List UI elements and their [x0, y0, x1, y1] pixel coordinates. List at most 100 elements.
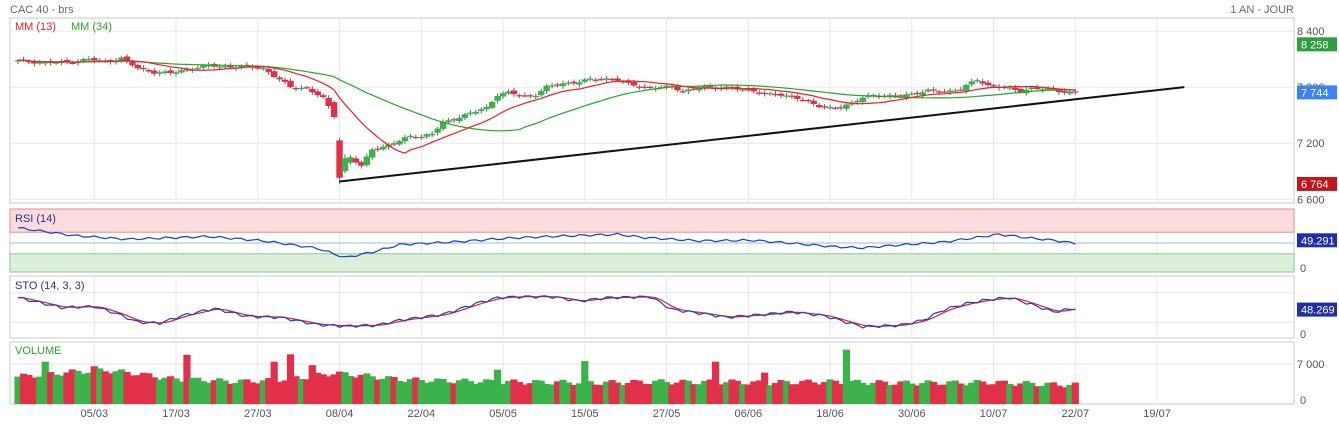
volume-title: VOLUME — [15, 345, 61, 357]
support-trendline — [339, 86, 1185, 183]
volume-bar — [706, 379, 714, 404]
rsi-title: RSI (14) — [15, 213, 56, 225]
volume-bar — [483, 379, 491, 404]
volume-bar — [701, 380, 709, 404]
volume-bar — [374, 379, 382, 404]
volume-bar — [395, 380, 404, 404]
candle-body — [679, 91, 687, 93]
candle-body — [625, 81, 632, 83]
x-tick-label: 27/05 — [653, 408, 681, 420]
volume-bar — [150, 377, 158, 404]
candle-body — [14, 60, 22, 62]
panel-frame-price — [9, 17, 1295, 204]
x-tick-label: 08/04 — [326, 408, 354, 420]
candle-body — [401, 137, 409, 142]
volume-bar — [434, 378, 442, 404]
volume-bar — [145, 373, 153, 404]
volume-bar — [292, 376, 300, 404]
candle-body — [178, 70, 185, 73]
candle-body — [984, 82, 992, 85]
volume-bar — [777, 380, 785, 404]
candle-body — [505, 91, 512, 94]
volume-bar — [771, 383, 780, 404]
candle-body — [36, 62, 43, 64]
volume-bar — [657, 379, 665, 404]
candle-body — [1012, 87, 1019, 90]
candle-body — [1017, 89, 1024, 93]
candle-body — [952, 90, 959, 92]
candle-body — [407, 135, 414, 138]
candle-body — [799, 100, 806, 102]
y-tick-label: 6 600 — [1297, 194, 1325, 206]
candle-body — [636, 86, 643, 88]
volume-bar — [755, 380, 763, 404]
volume-bar — [733, 380, 741, 404]
candle-body — [756, 92, 763, 94]
x-tick-label: 22/07 — [1062, 408, 1090, 420]
volume-bar — [167, 376, 175, 404]
volume-bar — [1055, 385, 1063, 404]
volume-bar — [1000, 380, 1009, 404]
rsi-line — [17, 226, 1076, 258]
volume-bar — [842, 349, 850, 404]
volume-bar — [624, 382, 632, 404]
x-tick-label: 17/03 — [162, 408, 190, 420]
volume-bar — [1033, 386, 1041, 404]
candle-body — [614, 78, 621, 81]
volume-bar — [1060, 387, 1068, 404]
volume-bar — [101, 371, 109, 404]
candle-body — [745, 89, 752, 91]
candle-body — [990, 85, 997, 87]
candle-body — [674, 85, 681, 91]
candle-body — [412, 136, 420, 139]
candle-body — [630, 82, 638, 86]
volume-bar — [1017, 383, 1025, 404]
candle-body — [260, 68, 267, 70]
volume-bar — [597, 384, 605, 404]
candle-body — [363, 156, 370, 166]
volume-bar — [979, 381, 987, 404]
volume-bar — [761, 372, 769, 404]
volume-bar — [363, 373, 371, 404]
candle-body — [521, 95, 529, 97]
volume-bar — [870, 382, 878, 404]
volume-bar — [68, 369, 77, 404]
rsi-overbought-zone — [9, 208, 1295, 233]
x-tick-label: 05/05 — [489, 408, 517, 420]
price-low-tag-bg — [1297, 176, 1337, 191]
volume-bar — [346, 375, 355, 404]
volume-bar — [989, 384, 998, 404]
volume-bar — [739, 384, 747, 404]
volume-bar — [276, 382, 284, 404]
candle-body — [221, 66, 229, 68]
volume-bar — [613, 382, 622, 404]
candle-body — [1061, 91, 1068, 93]
candle-body — [167, 70, 174, 74]
volume-bar — [521, 384, 529, 404]
volume-bar — [221, 380, 229, 404]
volume-bar — [177, 381, 186, 404]
volume-bar — [412, 377, 420, 404]
candle-body — [25, 61, 33, 63]
volume-bar — [581, 361, 589, 404]
candle-body — [559, 83, 567, 87]
volume-bar — [401, 381, 409, 404]
volume-bar — [58, 375, 66, 404]
candle-body — [587, 78, 594, 80]
candle-body — [134, 65, 142, 69]
volume-bar — [837, 384, 845, 404]
volume-bar — [390, 377, 398, 404]
candle-body — [270, 71, 278, 77]
candle-body — [303, 87, 311, 89]
volume-bar — [1039, 385, 1047, 404]
volume-bar — [586, 381, 594, 404]
volume-bar — [695, 384, 703, 404]
volume-bar — [357, 374, 365, 404]
candle-body — [140, 67, 147, 70]
candle-body — [794, 95, 801, 99]
rsi-value-tag-bg — [1297, 233, 1337, 248]
volume-bar — [951, 380, 959, 404]
candle-body — [423, 134, 430, 137]
candle-body — [183, 69, 191, 71]
candle-body — [292, 88, 300, 90]
